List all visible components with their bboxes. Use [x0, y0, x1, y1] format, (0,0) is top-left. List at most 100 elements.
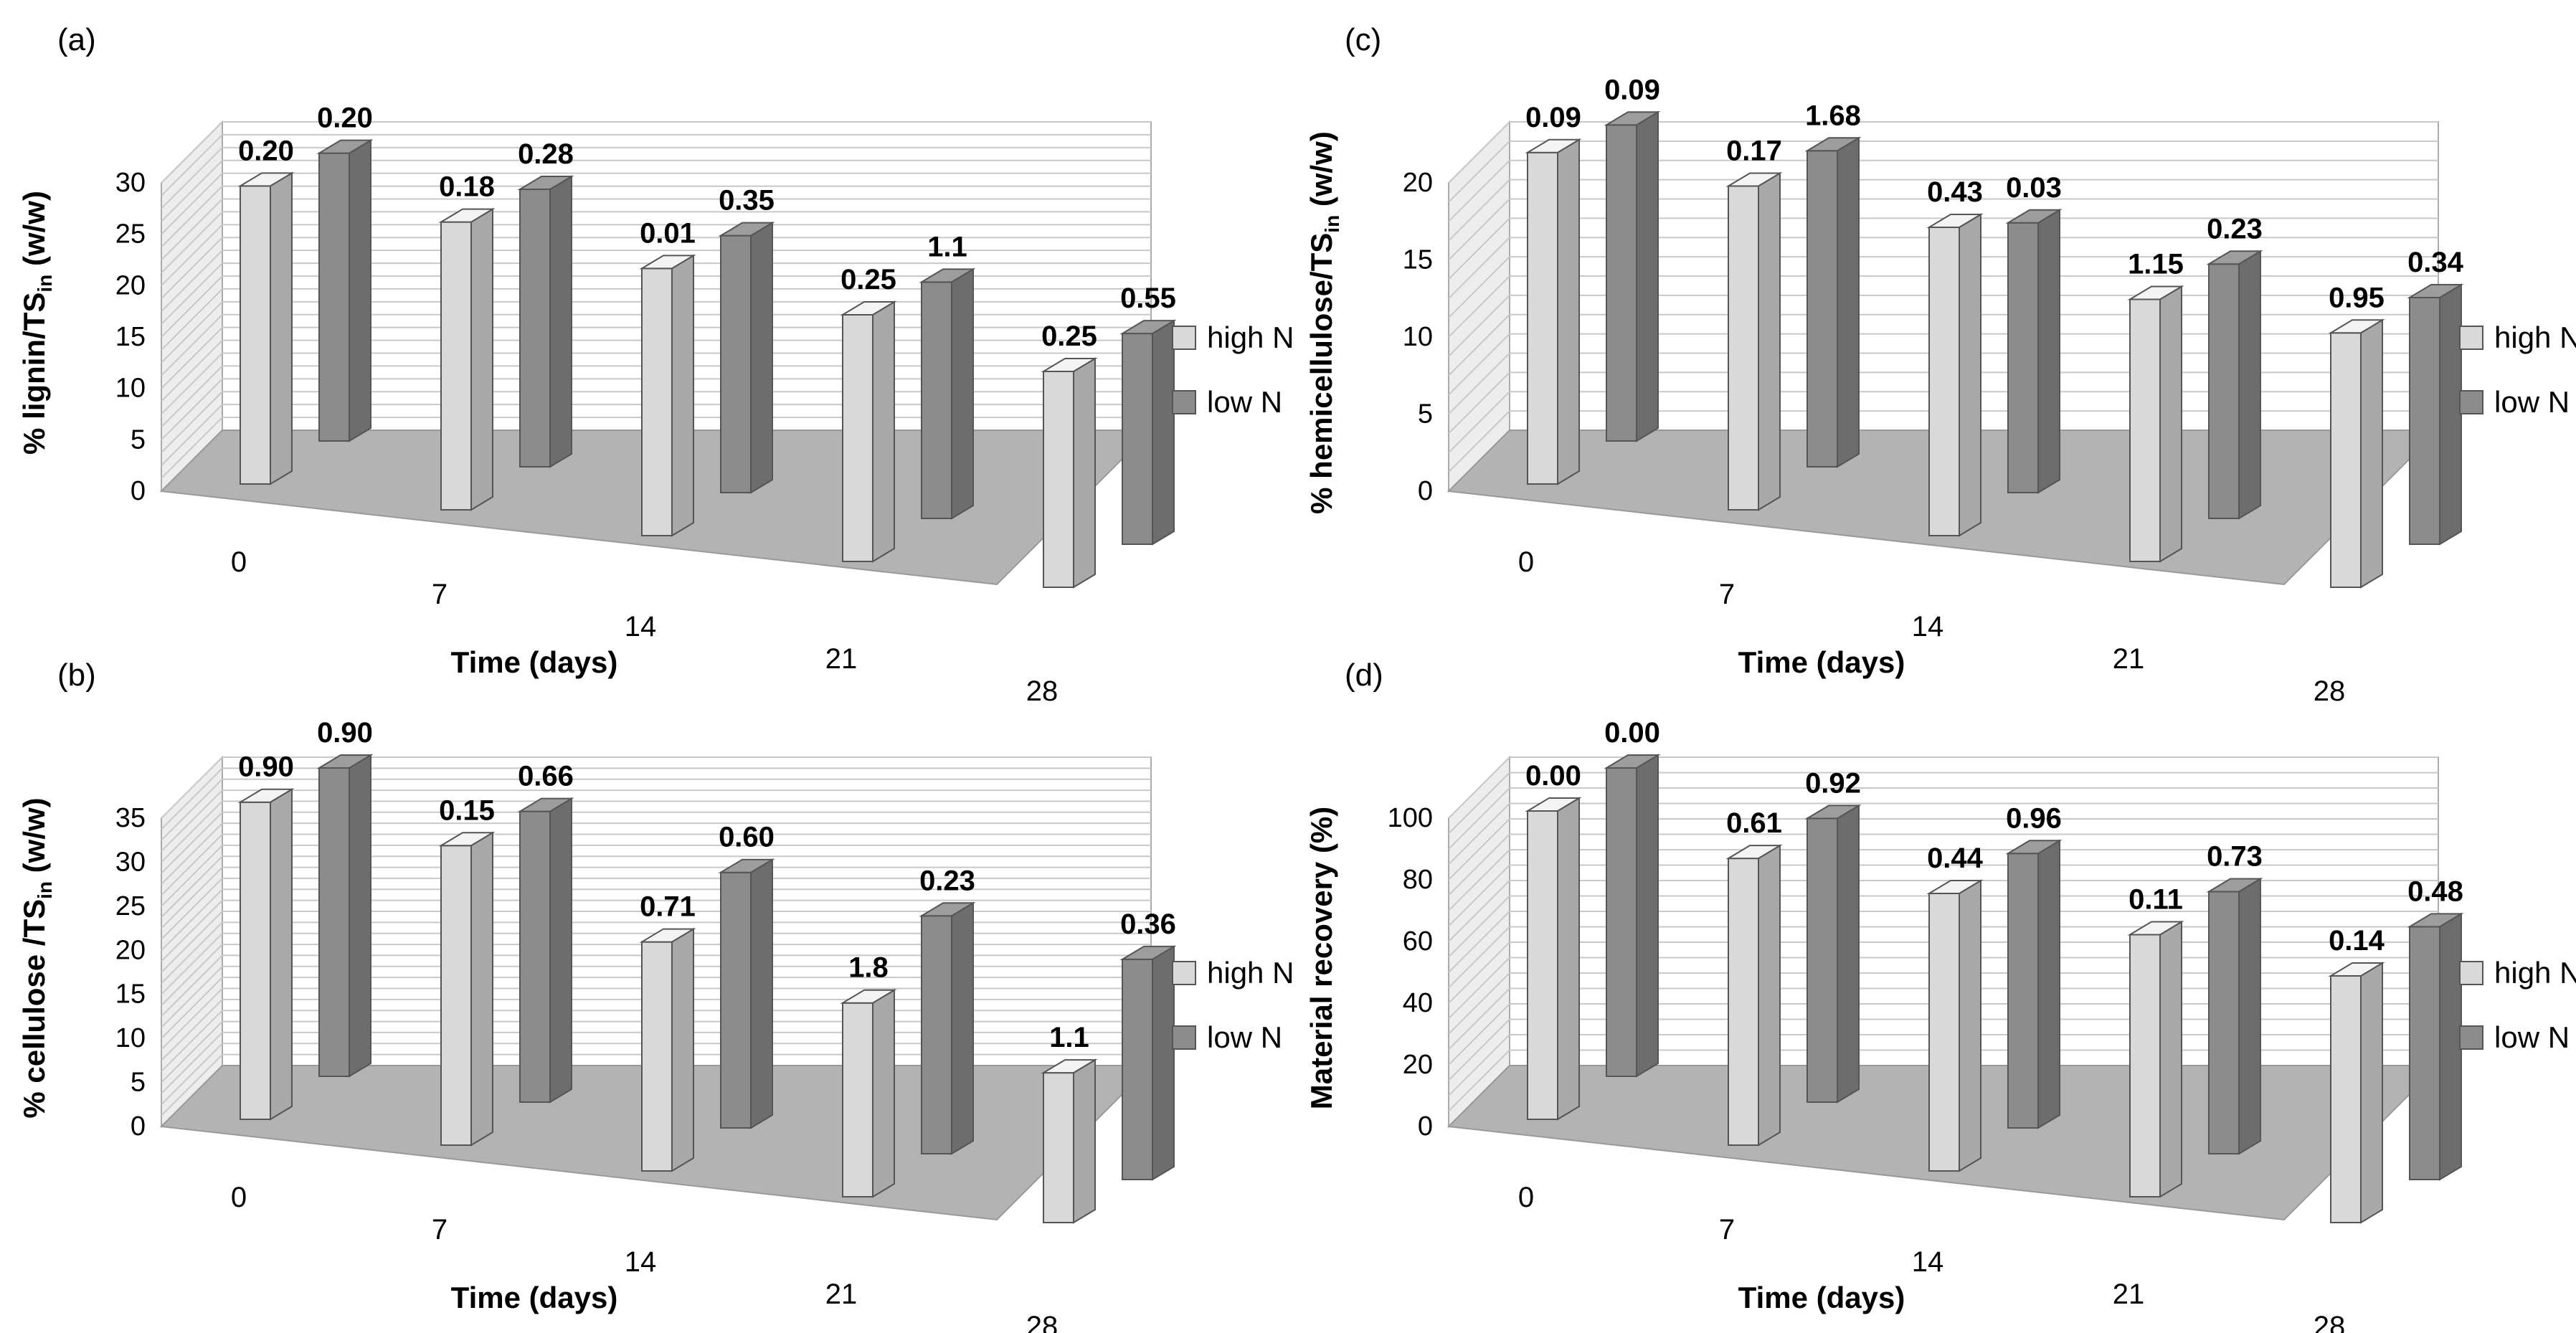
bar-high-n-2 — [1928, 227, 1960, 536]
gridline — [161, 237, 223, 299]
gridline — [1448, 410, 1510, 473]
data-label-high-n-3: 1.15 — [2128, 249, 2184, 280]
bar-low-n-4 — [1122, 958, 1153, 1180]
gridline — [161, 779, 223, 841]
gridline — [1448, 987, 1510, 1050]
x-axis-label: Time (days) — [1738, 645, 1905, 679]
bar-low-n-0-side — [1636, 110, 1659, 442]
data-label-low-n-2: 0.60 — [719, 822, 775, 853]
bar-high-n-4-side — [2360, 962, 2383, 1224]
bar-low-n-2 — [720, 234, 752, 493]
bar-low-n-1-top — [1804, 137, 1862, 152]
bar-high-n-2 — [1928, 893, 1960, 1172]
gridline — [161, 977, 223, 1039]
bar-low-n-2-top — [2005, 840, 2063, 855]
gridline — [161, 1020, 223, 1083]
gridline — [161, 185, 223, 248]
bar-high-n-0-side — [1557, 138, 1580, 485]
data-label-low-n-1: 0.92 — [1805, 767, 1861, 799]
data-label-high-n-2: 0.43 — [1927, 176, 1983, 208]
y-tick-label: 0 — [1418, 1111, 1433, 1142]
chart-panel-0: 0 5 10 15 20 25 30 % lignin/TSin (w/w) 0.20 0.28 0… — [17, 22, 1294, 707]
bar-high-n-4-side — [2360, 318, 2383, 589]
bar-high-n-1 — [1728, 185, 1759, 511]
y-tick-label: 10 — [1403, 322, 1433, 352]
y-tick-label: 100 — [1388, 803, 1433, 833]
gridline — [161, 134, 223, 196]
y-axis-label-sub: in — [1321, 215, 1343, 233]
y-tick-label: 0 — [131, 476, 146, 506]
gridline — [161, 275, 223, 338]
gridline — [1448, 237, 1510, 299]
bar-low-n-2-side — [750, 858, 773, 1129]
gridline — [161, 211, 223, 274]
data-label-low-n-4: 0.34 — [2407, 247, 2464, 278]
y-axis-label-sub: in — [34, 881, 56, 899]
bar-high-n-4-side — [1073, 1058, 1096, 1224]
data-label-high-n-2: 0.01 — [640, 217, 696, 249]
gridline — [161, 921, 223, 985]
data-label-low-n-0: 0.90 — [317, 717, 373, 749]
y-tick-label: 20 — [1403, 168, 1433, 198]
data-label-high-n-4: 0.95 — [2329, 282, 2385, 313]
bar-low-n-1-side — [549, 175, 572, 468]
data-label-high-n-1: 0.15 — [439, 794, 495, 826]
data-label-high-n-1: 0.17 — [1726, 136, 1782, 167]
bar-low-n-1-top — [1804, 805, 1862, 820]
y-tick-label: 0 — [131, 1111, 146, 1142]
y-tick-label: 20 — [115, 935, 146, 965]
data-label-low-n-4: 0.55 — [1120, 283, 1176, 314]
bar-high-n-3-side — [872, 300, 895, 563]
bar-high-n-1-side — [470, 831, 493, 1147]
gridline — [161, 888, 223, 951]
bar-high-n-3-top — [840, 301, 897, 316]
y-tick-label: 20 — [1403, 1050, 1433, 1080]
gridline — [161, 288, 223, 351]
bar-low-n-3-side — [2238, 250, 2261, 520]
gridline — [1448, 957, 1510, 1020]
bar-high-n-3-side — [2159, 285, 2182, 563]
legend-label-high-n: high N — [1207, 956, 1294, 990]
data-label-high-n-1: 0.18 — [439, 171, 495, 203]
bar-high-n-1-top — [1725, 845, 1783, 860]
gridline — [1448, 895, 1510, 958]
bar-high-n-1-side — [1758, 844, 1781, 1147]
y-axis-label-tail: (w/w) — [1304, 131, 1338, 215]
data-label-low-n-3: 0.73 — [2207, 841, 2263, 873]
y-axis-label: Material recovery (%) — [1304, 807, 1338, 1110]
gridline — [161, 301, 223, 364]
y-tick-label: 25 — [115, 891, 146, 921]
x-tick-label: 7 — [1719, 579, 1735, 610]
bar-high-n-1 — [1728, 858, 1759, 1146]
chart-panel-2: 0 5 10 15 20 % hemicellulose/TSin (w/w) 0.09 1.… — [1304, 22, 2576, 707]
gridline — [1448, 333, 1510, 396]
legend-label-low-n: low N — [1207, 1020, 1282, 1054]
bar-high-n-2-side — [1959, 213, 1981, 537]
gridline — [161, 767, 223, 830]
gridline — [1448, 352, 1510, 415]
bar-high-n-0-side — [1557, 797, 1580, 1121]
bar-low-n-3-side — [951, 901, 974, 1155]
y-axis-label-tail: (w/w) — [17, 797, 51, 881]
bar-low-n-2-top — [718, 222, 775, 237]
y-tick-label: 80 — [1403, 865, 1433, 895]
bar-high-n-4-top — [2328, 962, 2385, 977]
gridline — [161, 800, 223, 863]
y-axis-label-main: % hemicellulose/TS — [1304, 233, 1338, 514]
bar-low-n-0-side — [349, 138, 371, 442]
bar-low-n-3-top — [2206, 878, 2263, 893]
gridline — [1448, 926, 1510, 989]
bar-high-n-0 — [240, 801, 271, 1120]
bar-high-n-1-side — [1758, 171, 1781, 511]
x-tick-label: 0 — [231, 1182, 247, 1213]
legend-label-low-n: low N — [1207, 385, 1282, 419]
data-label-high-n-4: 0.25 — [1041, 321, 1097, 352]
x-tick-label: 28 — [1026, 675, 1059, 707]
legend-label-high-n: high N — [1207, 321, 1294, 354]
gridline — [1448, 217, 1510, 280]
bar-high-n-2 — [641, 267, 673, 536]
data-label-low-n-2: 0.03 — [2006, 172, 2062, 204]
bar-high-n-4 — [2330, 975, 2362, 1223]
bar-low-n-2-side — [2037, 208, 2060, 494]
bar-high-n-2-top — [639, 928, 696, 943]
